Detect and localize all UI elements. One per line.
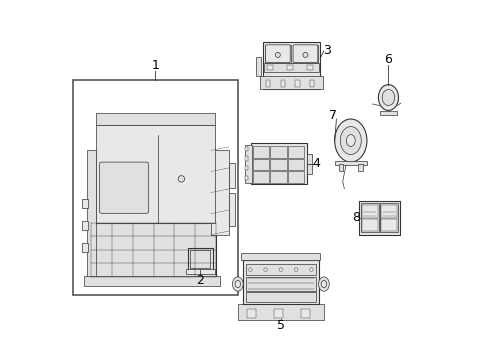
Bar (245, 176, 248, 180)
Bar (381, 206, 397, 218)
Bar (245, 166, 248, 170)
Bar (288, 171, 304, 183)
Circle shape (178, 176, 185, 182)
Text: 5: 5 (277, 319, 285, 332)
Bar (301, 309, 310, 319)
Bar (380, 203, 398, 232)
Bar (243, 260, 318, 304)
Ellipse shape (318, 277, 329, 291)
Bar (73, 80, 238, 295)
Ellipse shape (346, 135, 355, 147)
Bar (82, 221, 88, 230)
Bar (253, 146, 270, 158)
Bar (270, 159, 287, 170)
Bar (307, 65, 313, 71)
Bar (82, 243, 88, 252)
Bar (359, 201, 400, 235)
Bar (253, 159, 270, 170)
Bar (310, 80, 315, 87)
Bar (295, 80, 299, 87)
Bar (381, 219, 397, 231)
Bar (211, 150, 229, 235)
Ellipse shape (321, 280, 326, 288)
Ellipse shape (378, 85, 398, 111)
Bar (263, 42, 320, 89)
Bar (380, 111, 397, 115)
Bar (335, 161, 367, 165)
Bar (265, 45, 291, 63)
Bar (247, 309, 256, 319)
Bar (251, 143, 307, 184)
Circle shape (248, 268, 252, 271)
Ellipse shape (340, 127, 361, 154)
Bar (87, 150, 96, 277)
Bar (191, 250, 210, 267)
Bar (307, 154, 312, 174)
Text: 3: 3 (323, 44, 331, 57)
Bar (288, 159, 304, 170)
Text: 8: 8 (352, 211, 360, 224)
Text: 7: 7 (329, 109, 337, 122)
Bar (288, 146, 304, 158)
Text: 4: 4 (313, 157, 320, 170)
Ellipse shape (382, 89, 395, 105)
Circle shape (310, 268, 313, 271)
Bar (253, 171, 270, 183)
Bar (82, 199, 88, 208)
Bar (246, 278, 316, 291)
Bar (358, 164, 363, 171)
Bar (91, 223, 216, 277)
Bar (264, 63, 319, 72)
Circle shape (264, 268, 268, 271)
Text: 2: 2 (196, 274, 204, 287)
Bar (245, 145, 252, 183)
Bar (270, 146, 287, 158)
Bar (238, 304, 324, 320)
Bar (293, 45, 318, 63)
Bar (287, 65, 293, 71)
Ellipse shape (335, 119, 367, 162)
Bar (256, 57, 262, 76)
Bar (267, 65, 273, 71)
Ellipse shape (235, 280, 241, 288)
Ellipse shape (232, 277, 243, 291)
Bar (246, 264, 316, 275)
Bar (188, 248, 213, 270)
Bar (266, 80, 270, 87)
Text: 1: 1 (151, 59, 159, 72)
Bar (362, 206, 377, 218)
Circle shape (275, 53, 280, 58)
Bar (246, 292, 316, 302)
Bar (281, 80, 285, 87)
Bar (270, 171, 287, 183)
Text: 6: 6 (385, 53, 392, 66)
Bar (260, 76, 323, 89)
Bar (274, 309, 283, 319)
Bar (96, 113, 215, 125)
Circle shape (303, 53, 308, 58)
Bar (229, 163, 235, 188)
FancyBboxPatch shape (266, 45, 290, 63)
FancyBboxPatch shape (293, 45, 318, 63)
Bar (242, 253, 320, 260)
Bar (96, 125, 215, 223)
Bar (245, 156, 248, 161)
Circle shape (294, 268, 298, 271)
Bar (245, 147, 248, 151)
Bar (229, 193, 235, 226)
Bar (186, 269, 215, 274)
Bar (339, 164, 343, 171)
Bar (362, 219, 377, 231)
FancyBboxPatch shape (99, 162, 148, 213)
Bar (84, 276, 220, 286)
Circle shape (279, 268, 283, 271)
Bar (361, 203, 379, 232)
